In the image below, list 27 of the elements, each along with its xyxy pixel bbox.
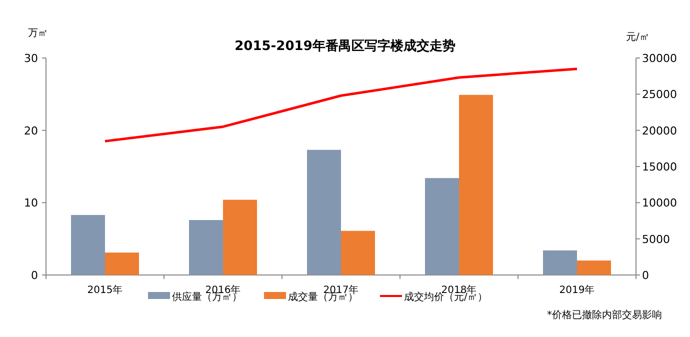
y2-tick-label: 5000 (642, 232, 670, 246)
bar (105, 252, 139, 275)
bar (459, 94, 493, 275)
y2-tick-label: 0 (642, 269, 649, 282)
x-tick-label: 2019年 (559, 284, 595, 296)
bar (577, 260, 611, 275)
y2-tick-label: 30000 (642, 52, 677, 65)
bar (425, 178, 459, 275)
bar (223, 200, 257, 275)
y2-tick-label: 20000 (642, 124, 677, 138)
y2-tick-label: 15000 (642, 160, 677, 174)
y-tick-label: 20 (24, 124, 38, 138)
chart-title: 2015-2019年番禺区写字楼成交走势 (234, 38, 456, 54)
y-tick-label: 30 (24, 52, 38, 65)
bar (189, 220, 223, 275)
bar (341, 230, 375, 275)
y-tick-label: 10 (24, 196, 38, 210)
bar (543, 250, 577, 275)
bar (307, 150, 341, 275)
bar (71, 214, 105, 275)
x-tick-label: 2015年 (87, 284, 123, 296)
text: *价格已撤除内部交易影响 (547, 309, 662, 321)
y-axis-title: 万㎡ (28, 28, 48, 39)
y2-tick-label: 25000 (642, 88, 677, 102)
y2-tick-label: 10000 (642, 196, 677, 210)
y2-axis-title: 元/㎡ (626, 32, 650, 43)
y-tick-label: 0 (31, 269, 38, 282)
